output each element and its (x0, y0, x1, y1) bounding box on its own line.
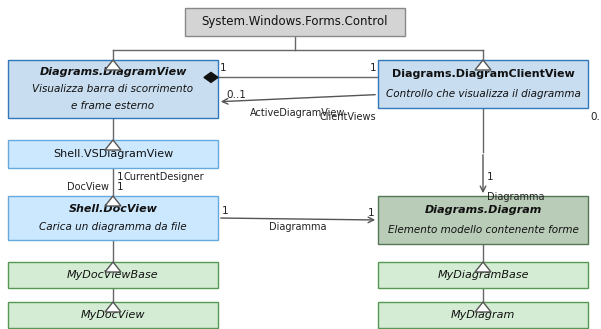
Polygon shape (475, 262, 491, 272)
Polygon shape (105, 60, 121, 70)
Text: MyDiagram: MyDiagram (451, 310, 515, 320)
FancyBboxPatch shape (8, 60, 218, 118)
Text: 1: 1 (117, 172, 124, 182)
Text: MyDiagramBase: MyDiagramBase (438, 270, 529, 280)
Text: Elemento modello contenente forme: Elemento modello contenente forme (388, 225, 578, 235)
FancyBboxPatch shape (8, 262, 218, 288)
FancyBboxPatch shape (378, 302, 588, 328)
Text: Visualizza barra di scorrimento: Visualizza barra di scorrimento (32, 84, 194, 94)
Text: Diagrams.Diagram: Diagrams.Diagram (424, 205, 542, 215)
Text: MyDocViewBase: MyDocViewBase (67, 270, 159, 280)
Polygon shape (475, 60, 491, 70)
Text: MyDocView: MyDocView (81, 310, 145, 320)
FancyBboxPatch shape (185, 8, 405, 36)
Text: Controllo che visualizza il diagramma: Controllo che visualizza il diagramma (386, 89, 581, 99)
FancyBboxPatch shape (8, 302, 218, 328)
Text: 1: 1 (220, 63, 227, 73)
Text: CurrentDesigner: CurrentDesigner (123, 172, 204, 182)
Text: Shell.DocView: Shell.DocView (69, 204, 157, 214)
Polygon shape (105, 140, 121, 150)
Text: 1: 1 (117, 182, 124, 192)
Text: e frame esterno: e frame esterno (72, 101, 154, 111)
FancyBboxPatch shape (378, 196, 588, 244)
Polygon shape (204, 72, 218, 82)
FancyBboxPatch shape (378, 262, 588, 288)
Text: System.Windows.Forms.Control: System.Windows.Forms.Control (202, 15, 388, 29)
Text: 1: 1 (487, 172, 493, 182)
Text: Shell.VSDiagramView: Shell.VSDiagramView (53, 149, 173, 159)
Text: 0..1: 0..1 (226, 90, 246, 100)
FancyBboxPatch shape (8, 196, 218, 240)
FancyBboxPatch shape (8, 140, 218, 168)
Text: 1: 1 (367, 208, 374, 218)
Text: 1: 1 (222, 206, 228, 216)
Text: Diagrams.DiagramClientView: Diagrams.DiagramClientView (392, 69, 575, 79)
Text: Carica un diagramma da file: Carica un diagramma da file (39, 222, 187, 232)
Polygon shape (105, 262, 121, 272)
FancyBboxPatch shape (378, 60, 588, 108)
Text: 0..*: 0..* (590, 112, 601, 122)
Text: Diagramma: Diagramma (269, 222, 327, 232)
Text: Diagrams.DiagramView: Diagrams.DiagramView (39, 67, 187, 77)
Text: 1: 1 (370, 63, 376, 73)
Text: ClientViews: ClientViews (319, 112, 376, 122)
Polygon shape (105, 302, 121, 312)
Text: Diagramma: Diagramma (487, 192, 545, 202)
Polygon shape (475, 302, 491, 312)
Polygon shape (105, 196, 121, 206)
Text: DocView: DocView (67, 182, 109, 192)
Text: ActiveDiagramView: ActiveDiagramView (250, 108, 346, 118)
